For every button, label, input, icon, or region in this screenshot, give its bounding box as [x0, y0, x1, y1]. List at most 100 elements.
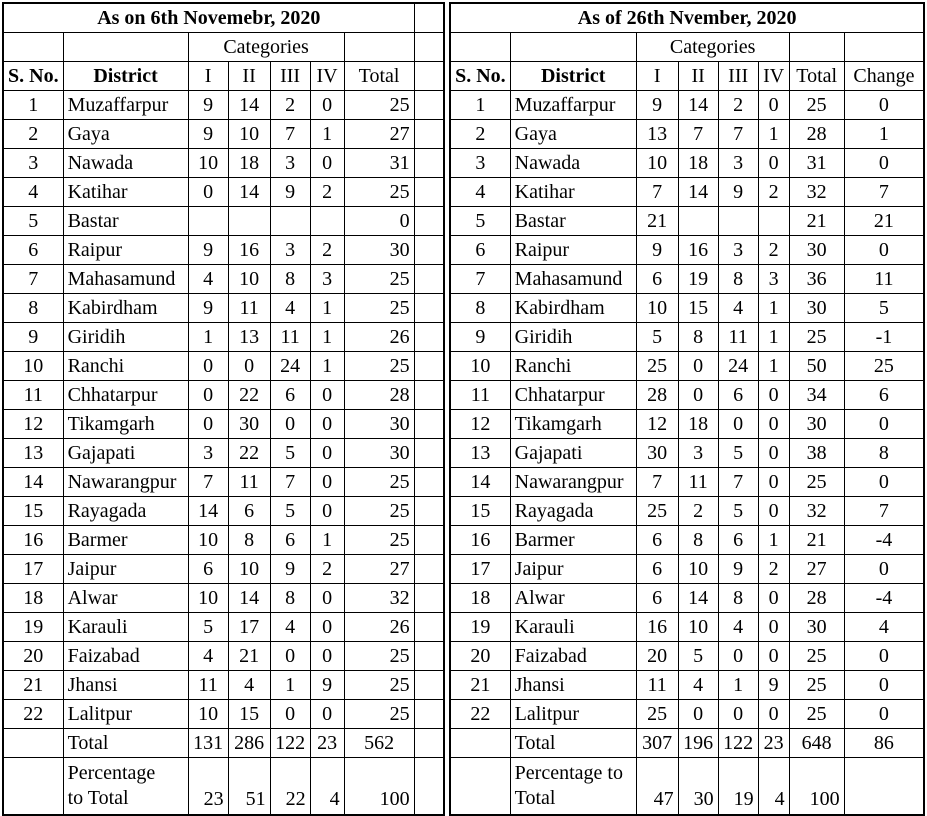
table-row: 1 Muzaffarpur 9 14 2 0 25: [2, 90, 445, 120]
total-cell: 25: [343, 293, 415, 323]
category-cell: 5: [717, 438, 759, 468]
total-cell: 25: [788, 467, 845, 497]
category-cell: 9: [269, 177, 311, 207]
category-cell: 22: [227, 438, 271, 468]
category-cell: 0: [757, 641, 790, 671]
district-cell: Alwar: [62, 583, 189, 613]
category-cell: 8: [677, 322, 719, 352]
total-cell: 25: [788, 322, 845, 352]
change-cell: 5: [843, 293, 925, 323]
percentage-row-value: 19: [717, 757, 759, 816]
table-row: 12 Tikamgarh 12 18 0 0 30 0: [449, 409, 925, 439]
spacer-cell: [413, 757, 445, 816]
category-cell: 4: [187, 264, 229, 294]
category-cell: 14: [677, 90, 719, 120]
label-line: Percentage to: [514, 762, 623, 784]
sno-cell: 20: [2, 641, 64, 671]
total-cell: 25: [788, 670, 845, 700]
category-cell: 13: [635, 119, 679, 149]
category-cell: 10: [187, 583, 229, 613]
category-cell: 0: [309, 90, 345, 120]
category-cell: 14: [187, 496, 229, 526]
change-cell: 0: [843, 235, 925, 265]
category-cell: 10: [677, 554, 719, 584]
total-cell: 38: [788, 438, 845, 468]
category-cell: 1: [757, 293, 790, 323]
total-cell: 36: [788, 264, 845, 294]
district-cell: Chhatarpur: [62, 380, 189, 410]
category-cell: 0: [187, 409, 229, 439]
category-cell: 1: [757, 119, 790, 149]
category-cell: 0: [269, 409, 311, 439]
district-cell: Bastar: [509, 206, 637, 236]
spacer-cell: [413, 119, 445, 149]
category-cell: 0: [757, 583, 790, 613]
category-cell: 2: [309, 235, 345, 265]
total-cell: 25: [343, 264, 415, 294]
sno-cell: 5: [2, 206, 64, 236]
category-cell: 25: [635, 496, 679, 526]
category-cell: 5: [717, 496, 759, 526]
sno-cell: 11: [2, 380, 64, 410]
category-cell: [187, 206, 229, 236]
sno-cell: 18: [449, 583, 511, 613]
table-row: 19 Karauli 16 10 4 0 30 4: [449, 612, 925, 642]
category-cell: 7: [187, 467, 229, 497]
table-row: 13 Gajapati 30 3 5 0 38 8: [449, 438, 925, 468]
district-cell: Katihar: [62, 177, 189, 207]
category-cell: 0: [757, 699, 790, 729]
category-cell: 0: [677, 699, 719, 729]
district-cell: Alwar: [509, 583, 637, 613]
category-cell: 24: [717, 351, 759, 381]
empty-cell: [2, 757, 64, 816]
percentage-row-total: 100: [343, 757, 415, 816]
district-cell: Jhansi: [62, 670, 189, 700]
category-cell: 19: [677, 264, 719, 294]
empty-cell: [343, 32, 415, 62]
empty-cell: [843, 32, 925, 62]
sno-cell: 14: [449, 467, 511, 497]
category-cell: 4: [269, 293, 311, 323]
table-row: 17 Jaipur 6 10 9 2 27 0: [449, 554, 925, 584]
table-row: 5 Bastar 21 21 21: [449, 206, 925, 236]
category-cell: 11: [635, 670, 679, 700]
category-cell: 1: [187, 322, 229, 352]
district-header: District: [62, 61, 189, 91]
table-row: S. No. District I II III IV Total: [2, 61, 445, 91]
table-row: 9 Giridih 5 8 11 1 25 -1: [449, 322, 925, 352]
total-cell: 50: [788, 351, 845, 381]
category-cell: [269, 206, 311, 236]
category-cell: 11: [269, 322, 311, 352]
category-cell: [309, 206, 345, 236]
total-row-label: Total: [509, 728, 637, 758]
percentage-row-value: 22: [269, 757, 311, 816]
category-cell: [677, 206, 719, 236]
district-cell: Jaipur: [509, 554, 637, 584]
category-cell: 11: [227, 467, 271, 497]
category-cell: 18: [227, 148, 271, 178]
category-cell: 0: [269, 641, 311, 671]
total-row-value: 122: [717, 728, 759, 758]
category-cell: 6: [187, 554, 229, 584]
district-cell: Muzaffarpur: [509, 90, 637, 120]
total-cell: 30: [788, 612, 845, 642]
category-cell: 7: [269, 467, 311, 497]
change-cell: 0: [843, 641, 925, 671]
sno-cell: 12: [2, 409, 64, 439]
empty-cell: [449, 757, 511, 816]
category-cell: 17: [227, 612, 271, 642]
category-iii-header: III: [717, 61, 759, 91]
sno-cell: 9: [449, 322, 511, 352]
change-cell: 11: [843, 264, 925, 294]
category-cell: 4: [227, 670, 271, 700]
total-row-label: Total: [62, 728, 189, 758]
category-cell: 10: [187, 148, 229, 178]
total-cell: 30: [788, 293, 845, 323]
category-cell: 0: [717, 641, 759, 671]
district-cell: Nawada: [62, 148, 189, 178]
percentage-row-label: Percentage to Total: [62, 757, 189, 816]
category-cell: 0: [757, 438, 790, 468]
category-ii-header: II: [677, 61, 719, 91]
table-row: 14 Nawarangpur 7 11 7 0 25: [2, 467, 445, 497]
